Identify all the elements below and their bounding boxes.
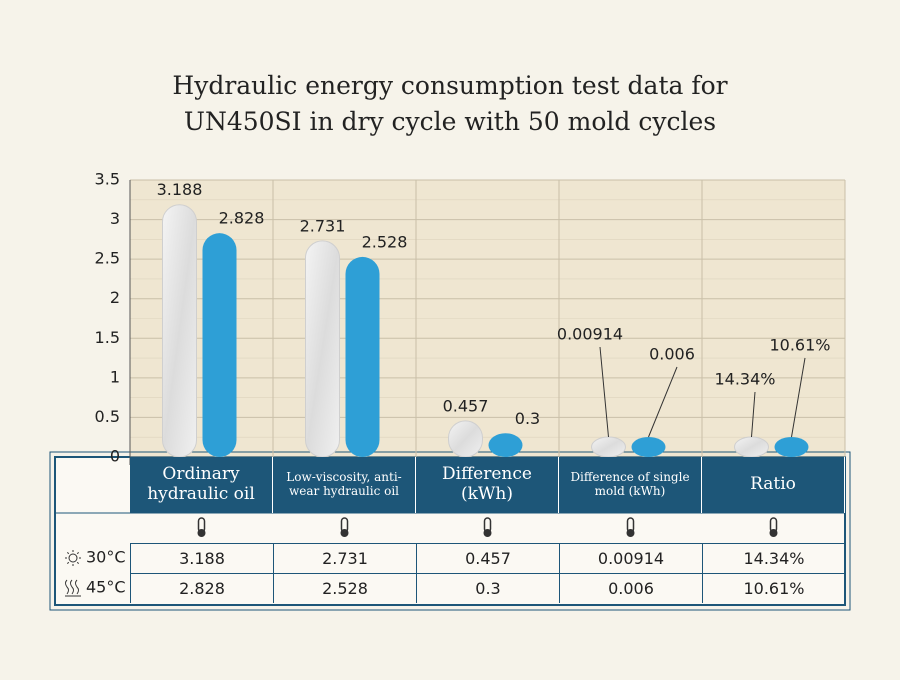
- data-label: 0.00914: [557, 325, 623, 344]
- bar: [774, 437, 809, 457]
- bar: [202, 233, 237, 457]
- data-label: 0.457: [443, 396, 489, 415]
- series-name: 45°C: [86, 578, 126, 597]
- y-tick-label: 3: [110, 209, 120, 228]
- heat-icon: [70, 579, 74, 595]
- bar: [448, 420, 483, 458]
- category-header: Ordinary hydraulic oil: [130, 457, 273, 513]
- category-header: Ratio: [702, 457, 845, 513]
- category-header: Difference (kWh): [416, 457, 559, 513]
- data-label: 0.006: [649, 345, 695, 364]
- table-value: 0.00914: [559, 543, 702, 573]
- sun-ray: [76, 561, 80, 565]
- y-tick-label: 0.5: [95, 407, 120, 426]
- data-label: 2.828: [219, 209, 265, 228]
- leader-line: [751, 391, 756, 438]
- thermometer-bulb: [769, 529, 778, 537]
- y-tick-label: 1: [110, 367, 120, 386]
- thermometer-bulb: [340, 529, 349, 537]
- category-header: Low-viscosity, anti-wear hydraulic oil: [273, 457, 416, 513]
- sun-ray: [66, 561, 70, 565]
- leader-line: [599, 346, 609, 438]
- table-value: 0.006: [559, 573, 702, 603]
- leader-line: [791, 357, 806, 438]
- y-tick-label: 2: [110, 288, 120, 307]
- table-value: 3.188: [130, 543, 273, 573]
- y-tick-label: 2.5: [95, 249, 120, 268]
- table-value: 2.828: [130, 573, 273, 603]
- leader-line: [648, 366, 678, 438]
- heat-icon: [75, 579, 79, 595]
- bar: [488, 433, 523, 457]
- bar: [345, 256, 380, 457]
- heat-icon: [65, 579, 69, 595]
- bar: [305, 240, 340, 458]
- thermometer-bulb: [197, 529, 206, 537]
- bar: [591, 436, 626, 458]
- table-value: 10.61%: [702, 573, 845, 603]
- data-label: 10.61%: [769, 336, 830, 355]
- table-value: 2.528: [273, 573, 416, 603]
- bar: [162, 204, 197, 458]
- data-label: 14.34%: [714, 370, 775, 389]
- sun-ray: [76, 551, 80, 555]
- table-value: 0.3: [416, 573, 559, 603]
- y-tick-label: 0: [110, 447, 120, 466]
- chart-title: Hydraulic energy consumption test data f…: [172, 71, 728, 136]
- y-tick-label: 3.5: [95, 170, 120, 189]
- data-label: 2.528: [362, 232, 408, 251]
- thermometer-bulb: [483, 529, 492, 537]
- data-label: 2.731: [300, 216, 346, 235]
- series-name: 30°C: [86, 548, 126, 567]
- category-header: Difference of single mold (kWh): [559, 457, 702, 513]
- data-label: 3.188: [157, 180, 203, 199]
- sun-ray: [66, 551, 70, 555]
- sun-icon: [68, 553, 78, 563]
- y-tick-label: 1.5: [95, 328, 120, 347]
- table-value: 2.731: [273, 543, 416, 573]
- table-outer-frame: [49, 451, 851, 611]
- table-value: 0.457: [416, 543, 559, 573]
- bar: [631, 437, 666, 457]
- data-label: 0.3: [515, 409, 540, 428]
- bar: [734, 436, 769, 458]
- table-value: 14.34%: [702, 543, 845, 573]
- thermometer-bulb: [626, 529, 635, 537]
